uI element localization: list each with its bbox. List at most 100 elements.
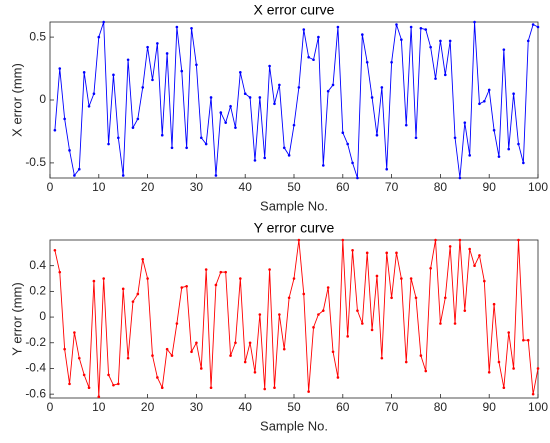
data-point xyxy=(365,60,369,64)
data-point xyxy=(307,55,310,59)
data-point xyxy=(331,350,335,354)
data-point xyxy=(141,86,145,89)
y-tick-label: -0.6 xyxy=(25,386,46,400)
data-point xyxy=(151,78,154,82)
x-tick-label: 10 xyxy=(92,400,106,414)
data-point xyxy=(136,117,140,121)
data-point xyxy=(526,39,530,43)
data-point xyxy=(151,354,154,357)
data-point xyxy=(317,313,320,316)
data-point xyxy=(419,354,423,357)
data-point xyxy=(97,395,101,399)
data-point xyxy=(326,89,330,93)
data-point xyxy=(185,146,188,150)
data-point xyxy=(73,174,76,177)
data-point xyxy=(297,86,301,89)
data-point xyxy=(512,92,515,96)
data-point xyxy=(214,283,218,287)
data-point xyxy=(199,136,203,140)
data-point xyxy=(463,309,467,312)
x-tick-label: 20 xyxy=(141,180,155,194)
data-point xyxy=(424,28,428,31)
data-point xyxy=(404,123,408,127)
data-point xyxy=(385,251,389,255)
data-point xyxy=(434,238,437,242)
data-point xyxy=(234,341,237,345)
data-point xyxy=(224,121,227,124)
x-tick-label: 70 xyxy=(385,400,399,414)
data-point xyxy=(156,42,159,45)
data-point xyxy=(365,251,369,255)
data-point xyxy=(341,238,345,242)
x-tick-label: 30 xyxy=(190,400,204,414)
data-point xyxy=(512,367,515,370)
data-point xyxy=(82,71,86,74)
data-point xyxy=(107,142,110,146)
data-point xyxy=(487,88,491,92)
x-tick-label: 100 xyxy=(528,180,548,194)
x-tick-label: 50 xyxy=(287,180,301,194)
x-axis-label: Sample No. xyxy=(260,418,328,433)
data-point xyxy=(263,156,267,160)
x-tick-label: 0 xyxy=(47,180,54,194)
data-point xyxy=(170,354,174,357)
y-tick-label: 0 xyxy=(39,309,46,323)
data-point xyxy=(443,296,447,300)
data-point xyxy=(253,371,257,374)
data-point xyxy=(92,279,96,283)
data-point xyxy=(356,309,359,312)
data-point xyxy=(102,20,105,24)
data-point xyxy=(370,328,374,332)
data-point xyxy=(478,254,481,257)
data-point xyxy=(375,274,379,278)
data-point xyxy=(375,133,379,137)
data-point xyxy=(146,277,149,280)
data-point xyxy=(190,350,193,354)
data-point xyxy=(219,111,223,114)
data-point xyxy=(380,356,384,360)
x-tick-label: 40 xyxy=(239,400,253,414)
chart-title: X error curve xyxy=(254,2,335,18)
data-point xyxy=(478,102,481,106)
data-point xyxy=(185,284,188,288)
data-point xyxy=(209,386,213,390)
data-point xyxy=(195,341,198,345)
data-point xyxy=(287,154,291,157)
data-point xyxy=(502,48,506,51)
data-point xyxy=(424,369,428,373)
data-point xyxy=(219,270,223,274)
data-point xyxy=(58,270,62,274)
data-point xyxy=(326,286,330,289)
data-point xyxy=(68,382,71,386)
data-point xyxy=(195,63,198,67)
data-point xyxy=(273,102,276,106)
x-axis-label: Sample No. xyxy=(260,198,328,213)
data-point xyxy=(312,326,315,329)
data-point xyxy=(385,167,389,171)
data-point xyxy=(351,248,354,252)
data-point xyxy=(175,322,179,325)
data-point xyxy=(126,356,130,360)
y-tick-label: 0.5 xyxy=(29,29,46,43)
data-point xyxy=(361,33,364,36)
y-tick-label: -0.2 xyxy=(25,335,46,349)
data-point xyxy=(53,128,57,132)
data-point xyxy=(487,371,491,374)
data-point xyxy=(131,126,135,129)
data-point xyxy=(346,335,349,338)
data-point xyxy=(239,71,242,74)
data-point xyxy=(473,264,476,267)
data-point xyxy=(97,35,101,39)
data-point xyxy=(414,136,418,140)
x-tick-label: 100 xyxy=(528,400,548,414)
data-point xyxy=(131,300,135,303)
data-point xyxy=(253,159,257,162)
data-point xyxy=(136,292,140,296)
data-point xyxy=(356,176,359,180)
data-point xyxy=(209,96,213,99)
data-point xyxy=(297,238,301,242)
data-point xyxy=(273,386,276,390)
data-point xyxy=(243,92,247,96)
x-tick-label: 70 xyxy=(385,180,399,194)
data-point xyxy=(341,131,345,135)
